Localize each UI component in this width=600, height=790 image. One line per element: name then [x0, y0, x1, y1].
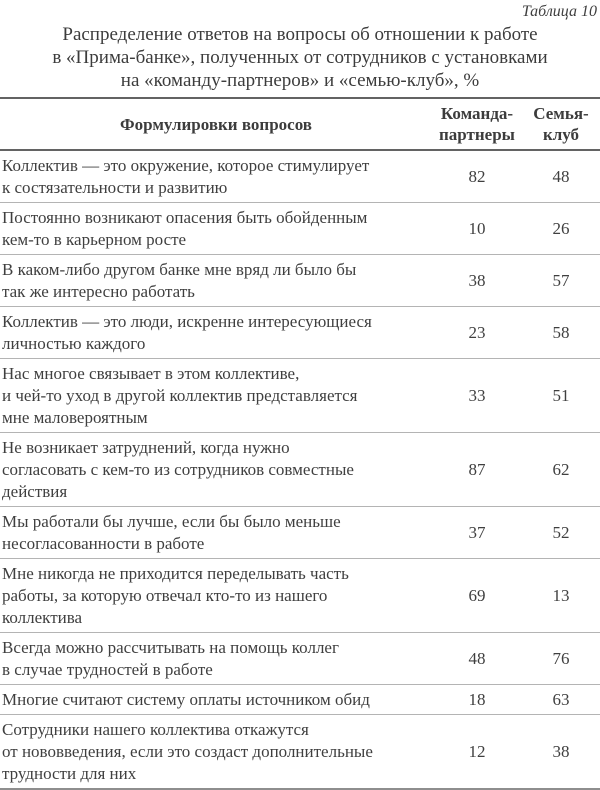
team-value-cell: 23 [432, 306, 522, 359]
question-cell: Коллектив — это люди, искренне интересую… [0, 306, 432, 359]
question-cell: Всегда можно рассчитывать на помощь колл… [0, 632, 432, 685]
family-value-cell: 62 [522, 432, 600, 507]
question-line: Многие считают систему оплаты источником… [2, 690, 370, 709]
col-header-team-partners: Команда- партнеры [432, 98, 522, 151]
table-title-line-3: на «команду-партнеров» и «семью-клуб», % [120, 70, 480, 91]
table-row: Сотрудники нашего коллектива откажутся о… [0, 714, 600, 790]
question-line: Мне никогда не приходится переделывать ч… [2, 564, 349, 583]
family-value-cell: 57 [522, 254, 600, 307]
question-line: в случае трудностей в работе [2, 660, 213, 679]
question-line: мне маловероятным [2, 408, 148, 427]
question-line: Постоянно возникают опасения быть обойде… [2, 208, 368, 227]
col-header-team-partners-line-1: Команда- [440, 104, 514, 123]
family-value-cell: 48 [522, 150, 600, 203]
family-value-cell: 52 [522, 506, 600, 559]
table-row: Мы работали бы лучше, если бы было меньш… [0, 506, 600, 559]
table-row: Всегда можно рассчитывать на помощь колл… [0, 632, 600, 685]
team-value-cell: 48 [432, 632, 522, 685]
table-row: Мне никогда не приходится переделывать ч… [0, 558, 600, 633]
col-header-questions: Формулировки вопросов [0, 98, 432, 151]
question-cell: Нас многое связывает в этом коллективе, … [0, 358, 432, 433]
question-line: согласовать с кем-то из сотрудников совм… [2, 460, 354, 479]
question-line: и чей-то уход в другой коллектив предста… [2, 386, 358, 405]
question-cell: В каком-либо другом банке мне вряд ли бы… [0, 254, 432, 307]
family-value-cell: 51 [522, 358, 600, 433]
question-cell: Коллектив — это окружение, которое стиму… [0, 150, 432, 203]
question-cell: Постоянно возникают опасения быть обойде… [0, 202, 432, 255]
table-row: Коллектив — это окружение, которое стиму… [0, 150, 600, 203]
question-line: Мы работали бы лучше, если бы было меньш… [2, 512, 341, 531]
family-value-cell: 76 [522, 632, 600, 685]
family-value-cell: 13 [522, 558, 600, 633]
question-line: Коллектив — это окружение, которое стиму… [2, 156, 370, 175]
table-row: Нас многое связывает в этом коллективе, … [0, 358, 600, 433]
team-value-cell: 33 [432, 358, 522, 433]
family-value-cell: 63 [522, 684, 600, 715]
question-line: трудности для них [2, 764, 137, 783]
question-line: Всегда можно рассчитывать на помощь колл… [2, 638, 339, 657]
question-line: коллектива [2, 608, 83, 627]
header-row: Формулировки вопросов Команда- партнеры … [0, 98, 600, 151]
team-value-cell: 38 [432, 254, 522, 307]
col-header-family-club: Семья- клуб [522, 98, 600, 151]
table-row: В каком-либо другом банке мне вряд ли бы… [0, 254, 600, 307]
team-value-cell: 69 [432, 558, 522, 633]
team-value-cell: 10 [432, 202, 522, 255]
family-value-cell: 58 [522, 306, 600, 359]
question-line: В каком-либо другом банке мне вряд ли бы… [2, 260, 357, 279]
question-line: работы, за которую отвечал кто-то из наш… [2, 586, 328, 605]
survey-results-table: Формулировки вопросов Команда- партнеры … [0, 97, 600, 790]
question-line: Не возникает затруднений, когда нужно [2, 438, 290, 457]
question-line: личностью каждого [2, 334, 146, 353]
team-value-cell: 87 [432, 432, 522, 507]
table-row: Не возникает затруднений, когда нужно со… [0, 432, 600, 507]
question-cell: Не возникает затруднений, когда нужно со… [0, 432, 432, 507]
col-header-family-club-line-2: клуб [542, 125, 580, 144]
question-line: Коллектив — это люди, искренне интересую… [2, 312, 372, 331]
question-cell: Мне никогда не приходится переделывать ч… [0, 558, 432, 633]
question-cell: Сотрудники нашего коллектива откажутся о… [0, 714, 432, 790]
question-line: Сотрудники нашего коллектива откажутся [2, 720, 309, 739]
question-line: от нововведения, если это создаст дополн… [2, 742, 373, 761]
team-value-cell: 82 [432, 150, 522, 203]
team-value-cell: 18 [432, 684, 522, 715]
table-caption-number: Таблица 10 [521, 3, 597, 20]
col-header-family-club-line-1: Семья- [533, 104, 589, 123]
question-line: так же интересно работать [2, 282, 195, 301]
table-row: Многие считают систему оплаты источником… [0, 684, 600, 715]
question-line: действия [2, 482, 68, 501]
question-line: Нас многое связывает в этом коллективе, [2, 364, 300, 383]
table-row: Коллектив — это люди, искренне интересую… [0, 306, 600, 359]
team-value-cell: 12 [432, 714, 522, 790]
table-title-line-2: в «Прима-банке», полученных от сотрудник… [52, 47, 548, 68]
table-title: Распределение ответов на вопросы об отно… [0, 23, 600, 92]
col-header-team-partners-line-2: партнеры [439, 125, 515, 144]
question-cell: Многие считают систему оплаты источником… [0, 684, 432, 715]
question-line: несогласованности в работе [2, 534, 205, 553]
team-value-cell: 37 [432, 506, 522, 559]
question-cell: Мы работали бы лучше, если бы было меньш… [0, 506, 432, 559]
family-value-cell: 38 [522, 714, 600, 790]
table-title-line-1: Распределение ответов на вопросы об отно… [62, 24, 538, 45]
family-value-cell: 26 [522, 202, 600, 255]
question-line: к состязательности и развитию [2, 178, 228, 197]
question-line: кем-то в карьерном росте [2, 230, 187, 249]
table-row: Постоянно возникают опасения быть обойде… [0, 202, 600, 255]
